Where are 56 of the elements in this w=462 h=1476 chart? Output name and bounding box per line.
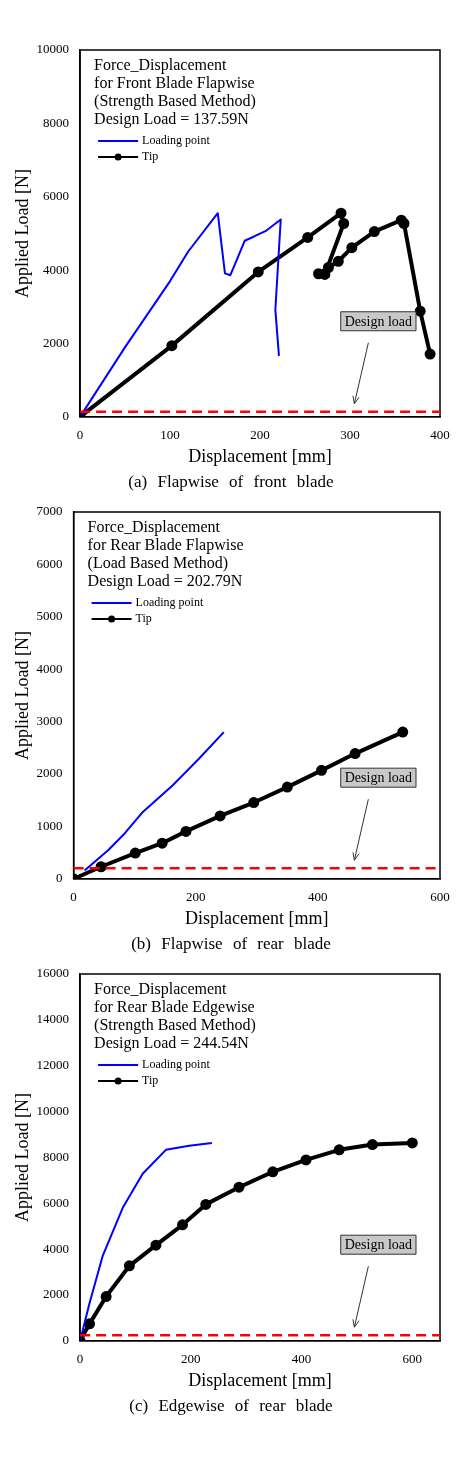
y-tick-label: 8000 — [43, 1148, 70, 1164]
x-tick-label: 0 — [76, 427, 84, 443]
x-tick-label: 200 — [181, 1351, 201, 1367]
y-tick-label: 2000 — [43, 334, 70, 350]
legend-label: Tip — [142, 1073, 159, 1088]
legend-label: Loading point — [135, 595, 204, 610]
y-tick-label: 2000 — [36, 765, 63, 781]
y-tick-label: 14000 — [36, 1011, 70, 1027]
y-tick-label: 16000 — [36, 965, 70, 981]
y-tick-label: 10000 — [36, 1102, 70, 1118]
y-tick-label: 7000 — [36, 503, 63, 519]
y-axis-title: Applied Load [N] — [11, 630, 32, 760]
y-tick-label: 4000 — [43, 261, 70, 277]
legend-label: Tip — [135, 611, 152, 626]
legend-label: Tip — [142, 149, 159, 164]
x-tick-label: 400 — [430, 427, 450, 443]
text: Force_Displacement for Rear Blade Flapwise (Load Based Method) Design Load = 202.79N — [87, 518, 244, 591]
y-tick-label: 5000 — [36, 608, 63, 624]
ref-line-label: Design load — [344, 1237, 412, 1253]
y-tick-label: 10000 — [36, 41, 70, 57]
x-axis-title: Displacement [mm] — [188, 1369, 332, 1390]
x-tick-label: 200 — [185, 889, 206, 905]
x-axis-title: Displacement [mm] — [185, 907, 329, 928]
y-tick-label: 2000 — [43, 1286, 70, 1302]
y-tick-label: 3000 — [36, 713, 63, 729]
y-tick-label: 4000 — [43, 1240, 70, 1256]
text: (b) Flapwise of rear blade — [130, 934, 332, 954]
y-tick-label: 8000 — [43, 114, 70, 130]
x-tick-label: 0 — [76, 1351, 84, 1367]
y-tick-label: 1000 — [36, 817, 63, 833]
text: Force_Displacement for Rear Blade Edgewise (Strength Based Method) Design Load = 244.54N — [94, 980, 256, 1053]
ref-line-label: Design load — [344, 313, 412, 329]
y-axis-title: Applied Load [N] — [11, 168, 32, 298]
y-axis-title: Applied Load [N] — [11, 1092, 32, 1222]
y-tick-label: 6000 — [36, 555, 63, 571]
x-tick-label: 100 — [160, 427, 180, 443]
y-tick-label: 0 — [62, 1332, 70, 1348]
y-tick-label: 4000 — [36, 660, 63, 676]
x-tick-label: 200 — [250, 427, 270, 443]
y-tick-label: 6000 — [43, 1194, 70, 1210]
y-tick-label: 6000 — [43, 188, 70, 204]
legend-label: Loading point — [142, 133, 211, 148]
x-axis-title: Displacement [mm] — [188, 445, 332, 466]
y-tick-label: 0 — [56, 870, 63, 886]
x-tick-label: 400 — [308, 889, 328, 905]
x-tick-label: 300 — [340, 427, 360, 443]
text: (a) Flapwise of front blade — [127, 472, 335, 492]
legend-label: Loading point — [142, 1057, 211, 1072]
x-tick-label: 600 — [402, 1351, 423, 1367]
ref-line-label: Design load — [344, 770, 412, 786]
text: Force_Displacement for Front Blade Flapwise (Strength Based Method) Design Load = 137.59N — [94, 56, 256, 129]
x-tick-label: 600 — [430, 889, 450, 905]
text: (c) Edgewise of rear blade — [128, 1396, 334, 1416]
y-tick-label: 12000 — [36, 1057, 70, 1073]
x-tick-label: 400 — [291, 1351, 312, 1367]
y-tick-label: 0 — [62, 408, 70, 424]
